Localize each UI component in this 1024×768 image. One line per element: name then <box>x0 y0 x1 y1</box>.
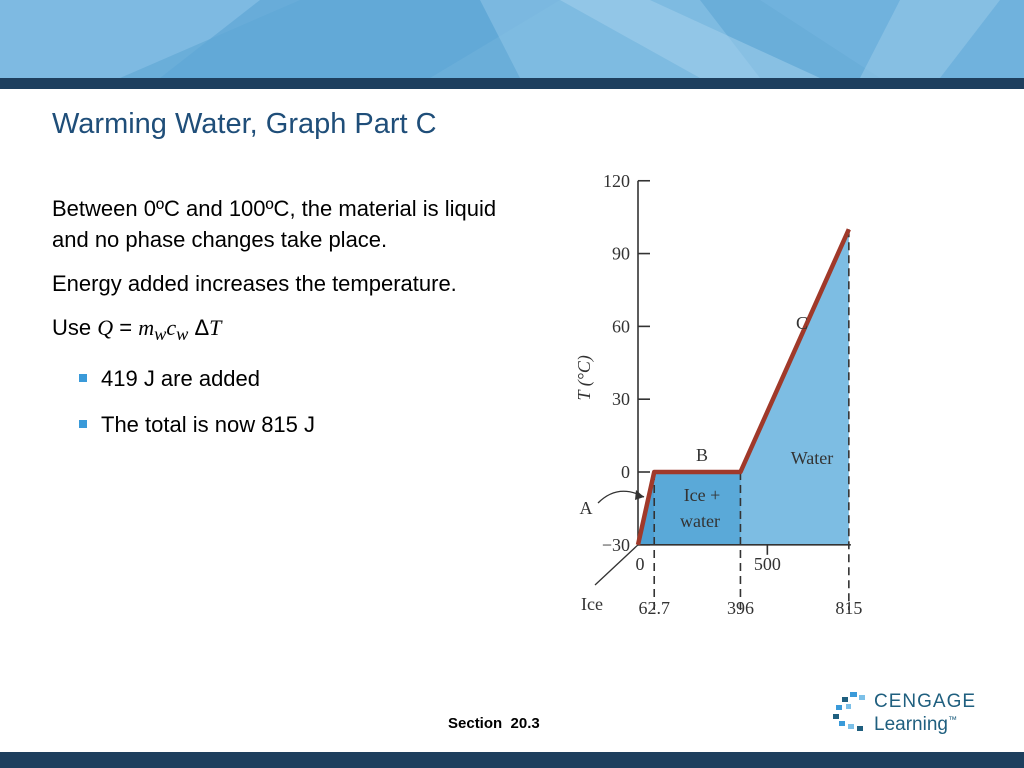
formula-c: c <box>166 315 177 340</box>
x-tick-label: 396 <box>727 598 754 618</box>
formula-m-sub: w <box>154 324 167 345</box>
bullet-text: 419 J are added <box>101 366 261 392</box>
formula-m: m <box>138 315 155 340</box>
region-ice-label: Ice <box>581 594 603 614</box>
paragraph-phase: Between 0ºC and 100ºC, the material is l… <box>52 196 497 252</box>
header-bar <box>0 78 1024 89</box>
header-banner <box>0 0 1024 78</box>
segment-a-arrowhead <box>635 490 644 500</box>
region-water-label: Water <box>791 448 834 468</box>
logo-text-cengage: CENGAGE <box>874 691 977 712</box>
ice-water-region-fill <box>654 472 741 545</box>
formula-c-sub: w <box>176 324 189 345</box>
slide-title: Warming Water, Graph Part C <box>52 108 437 140</box>
water-region-fill <box>638 229 849 545</box>
cengage-logo: CENGAGE Learning™ <box>832 691 982 738</box>
x-tick-label: 500 <box>754 554 781 574</box>
y-tick-label: 0 <box>621 462 630 482</box>
logo-text-learning: Learning™ <box>874 714 957 736</box>
formula-prefix: Use <box>52 315 98 340</box>
y-tick-label: 90 <box>612 244 630 264</box>
slide-body: Between 0ºC and 100ºC, the material is l… <box>52 193 522 455</box>
bullet-square-icon <box>79 374 87 383</box>
banner-pattern <box>0 0 1024 78</box>
bullet-item: 419 J are added <box>79 363 522 394</box>
logo-trademark: ™ <box>947 714 957 725</box>
ice-region-fill <box>638 472 655 545</box>
y-tick-label: −30 <box>602 535 630 555</box>
x-tick-label: 815 <box>835 598 862 618</box>
footer-section: Section 20.3 <box>448 715 540 732</box>
formula-delta: Δ <box>188 315 210 340</box>
bullet-item: The total is now 815 J <box>79 409 522 440</box>
y-tick-label: 60 <box>612 316 630 336</box>
bullet-square-icon <box>79 420 87 429</box>
formula-t: T <box>209 315 222 340</box>
y-axis-label: T (°C) <box>574 355 595 400</box>
formula-equals: = <box>113 315 139 340</box>
cengage-logo-icon <box>833 692 865 731</box>
formula-q: Q <box>97 315 114 340</box>
ice-pointer-line <box>594 544 639 586</box>
y-tick-label: 30 <box>612 389 630 409</box>
segment-b-label: B <box>696 445 708 465</box>
x-tick-label: 0 <box>636 554 645 574</box>
formula-line: Use Q = mwcw ΔT <box>52 312 522 350</box>
region-mix-label: Ice + <box>684 485 721 505</box>
x-tick-label: 62.7 <box>638 598 670 618</box>
bullet-list: 419 J are added The total is now 815 J <box>52 363 522 440</box>
temperature-energy-chart: −30 0 30 60 90 120 0 500 62.7 396 815 T (°C) B C A Ice… <box>574 171 862 618</box>
y-tick-label: 120 <box>603 171 630 191</box>
segment-c-label: C <box>796 313 808 333</box>
footer-bar <box>0 752 1024 768</box>
bullet-text: The total is now 815 J <box>101 412 316 438</box>
paragraph-energy: Energy added increases the temperature. <box>52 271 457 296</box>
series-line <box>635 228 851 546</box>
segment-a-label: A <box>580 498 593 518</box>
region-mix-label: water <box>680 511 720 531</box>
logo-text-learning-word: Learning <box>874 714 948 735</box>
